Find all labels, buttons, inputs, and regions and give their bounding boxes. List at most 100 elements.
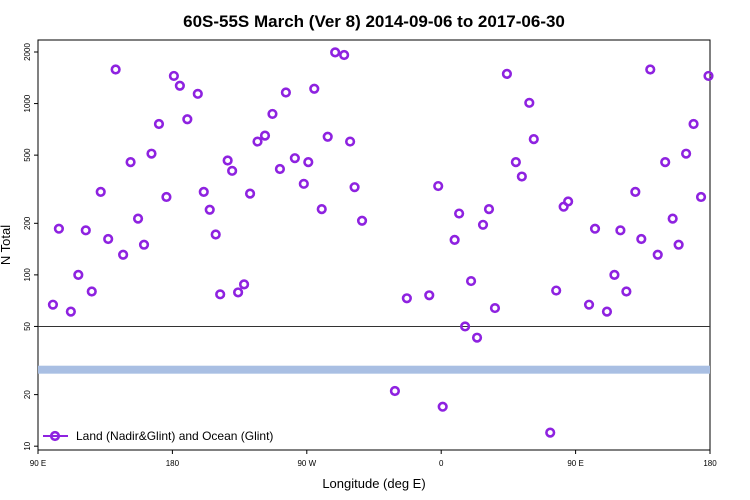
data-point (298, 178, 309, 189)
data-point (483, 204, 495, 215)
x-tick-label: 180 (166, 459, 180, 468)
data-points (47, 47, 714, 438)
data-point (174, 80, 185, 91)
data-point (615, 225, 626, 236)
data-point (146, 148, 157, 159)
data-point (356, 215, 368, 226)
y-tick-label: 500 (23, 148, 32, 162)
data-point (161, 191, 172, 203)
data-point (330, 47, 341, 58)
data-point (215, 289, 226, 300)
data-point (303, 157, 314, 168)
data-point (528, 134, 539, 145)
data-point (110, 64, 121, 75)
data-point (688, 118, 699, 130)
data-point (118, 249, 129, 260)
threshold-band (38, 365, 710, 374)
x-tick-label: 90 E (30, 459, 46, 468)
data-point (477, 219, 489, 230)
data-point (168, 70, 179, 82)
data-point (645, 64, 656, 75)
data-point (621, 286, 632, 297)
data-point (510, 157, 521, 168)
data-point (280, 87, 291, 98)
data-point (182, 114, 193, 125)
y-tick-label: 2000 (23, 43, 32, 61)
data-point (339, 49, 350, 61)
data-point (465, 275, 477, 287)
data-point (471, 332, 483, 343)
data-point (545, 427, 556, 438)
data-point (433, 180, 444, 192)
data-point (345, 136, 356, 147)
data-point (601, 306, 613, 317)
legend-label: Land (Nadir&Glint) and Ocean (Glint) (76, 429, 273, 443)
data-point (660, 157, 671, 168)
data-point (459, 321, 471, 332)
data-point (389, 385, 401, 397)
legend-marker (49, 430, 61, 442)
data-point (198, 186, 209, 198)
data-point (267, 108, 278, 120)
data-point (322, 131, 333, 142)
data-point (103, 233, 114, 245)
data-point (80, 225, 91, 236)
data-point (252, 136, 263, 147)
data-point (53, 223, 65, 234)
data-point (636, 233, 647, 245)
data-point (703, 70, 714, 82)
data-point (204, 204, 215, 215)
data-point (244, 188, 256, 199)
y-axis: 10 20 50 100 200 500 1000 2000 (23, 43, 38, 451)
data-point (95, 186, 106, 198)
data-point (667, 213, 678, 224)
x-tick-label: 90 W (297, 459, 316, 468)
data-point (238, 279, 250, 290)
y-tick-label: 200 (23, 216, 32, 230)
y-tick-label: 20 (23, 390, 32, 399)
data-point (132, 213, 144, 224)
data-point (609, 269, 620, 280)
data-point (227, 165, 238, 176)
data-point (86, 286, 97, 297)
x-axis-label: Longitude (deg E) (322, 476, 425, 491)
data-point (47, 299, 59, 310)
data-point (65, 306, 76, 317)
data-point (316, 204, 327, 215)
data-point (695, 191, 707, 203)
data-point (437, 401, 448, 412)
data-point (289, 153, 300, 164)
data-point (274, 163, 286, 175)
data-point (501, 68, 513, 79)
data-point (401, 293, 412, 304)
data-point (309, 83, 320, 94)
data-point (125, 157, 136, 168)
chart-title: 60S-55S March (Ver 8) 2014-09-06 to 2017… (183, 12, 565, 31)
y-axis-label: N Total (0, 225, 13, 265)
data-point (563, 196, 574, 207)
data-point (222, 155, 233, 166)
y-tick-label: 10 (23, 441, 32, 450)
data-point (524, 97, 535, 108)
data-point (73, 269, 84, 280)
y-tick-label: 50 (23, 321, 32, 330)
x-tick-label: 0 (439, 459, 444, 468)
data-point (424, 290, 435, 301)
data-point (489, 302, 501, 314)
data-point (652, 249, 663, 260)
data-point (210, 229, 221, 240)
legend: Land (Nadir&Glint) and Ocean (Glint) (43, 429, 273, 443)
data-point (454, 208, 465, 219)
data-point (153, 118, 165, 130)
data-point (516, 171, 527, 182)
data-point (673, 239, 684, 250)
data-point (449, 234, 460, 246)
data-point (192, 88, 203, 99)
data-point (349, 182, 360, 193)
x-tick-label: 180 (703, 459, 717, 468)
data-point (589, 223, 601, 234)
y-tick-label: 1000 (23, 94, 32, 112)
data-point (583, 299, 595, 310)
y-tick-label: 100 (23, 268, 32, 282)
